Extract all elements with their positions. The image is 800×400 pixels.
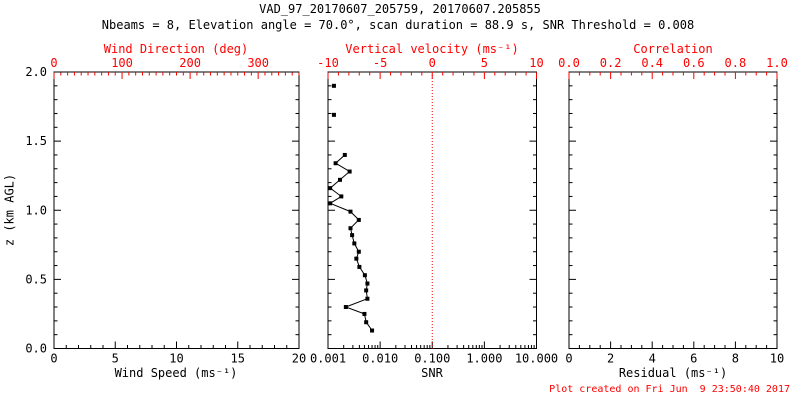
svg-text:15: 15 bbox=[231, 352, 245, 366]
svg-text:1.0: 1.0 bbox=[766, 56, 788, 70]
data-point-marker bbox=[331, 83, 336, 88]
data-point-marker bbox=[370, 328, 375, 333]
svg-text:1.0: 1.0 bbox=[25, 203, 47, 217]
svg-text:10: 10 bbox=[169, 352, 183, 366]
svg-text:0.0: 0.0 bbox=[558, 56, 580, 70]
svg-text:0.4: 0.4 bbox=[641, 56, 663, 70]
bottom-axis-title-snr: SNR bbox=[421, 366, 443, 380]
data-point-marker bbox=[333, 161, 338, 166]
svg-text:-10: -10 bbox=[317, 56, 339, 70]
svg-text:1.000: 1.000 bbox=[466, 352, 502, 366]
data-point-marker bbox=[364, 320, 369, 325]
svg-text:200: 200 bbox=[179, 56, 201, 70]
svg-text:0: 0 bbox=[565, 352, 572, 366]
svg-text:0: 0 bbox=[50, 352, 57, 366]
data-point-marker bbox=[362, 311, 367, 316]
svg-text:10.000: 10.000 bbox=[515, 352, 558, 366]
svg-text:-5: -5 bbox=[373, 56, 387, 70]
creation-timestamp: Plot created on Fri Jun 9 23:50:40 2017 bbox=[549, 384, 790, 395]
data-point-marker bbox=[339, 194, 344, 199]
residual-panel-y-ticks bbox=[569, 71, 777, 349]
snr-panel: 0.001 0.010 0.100 1.000 10.000 -10 -5 0 5 10 bbox=[310, 56, 558, 366]
data-point-marker bbox=[364, 288, 369, 293]
svg-text:1.5: 1.5 bbox=[25, 134, 47, 148]
snr-panel-top-ticks: -10 -5 0 5 10 bbox=[317, 56, 544, 79]
svg-text:0.010: 0.010 bbox=[362, 352, 398, 366]
svg-text:10: 10 bbox=[529, 56, 543, 70]
data-point-marker bbox=[348, 209, 353, 214]
svg-text:2.0: 2.0 bbox=[25, 65, 47, 79]
data-point-marker bbox=[365, 281, 370, 286]
top-axis-title-wind-direction: Wind Direction (deg) bbox=[103, 42, 249, 56]
svg-text:6: 6 bbox=[690, 352, 697, 366]
snr-profile bbox=[328, 152, 375, 333]
data-point-marker bbox=[338, 177, 343, 182]
data-point-marker bbox=[365, 296, 370, 301]
svg-text:0.100: 0.100 bbox=[414, 352, 450, 366]
svg-text:100: 100 bbox=[111, 56, 133, 70]
svg-text:0.001: 0.001 bbox=[310, 352, 346, 366]
plot-title: VAD_97_20170607_205759, 20170607.205855 bbox=[259, 2, 541, 16]
svg-text:0.5: 0.5 bbox=[25, 272, 47, 286]
data-point-marker bbox=[331, 112, 336, 117]
svg-text:0: 0 bbox=[50, 56, 57, 70]
data-point-marker bbox=[347, 169, 352, 174]
svg-text:4: 4 bbox=[649, 352, 656, 366]
y-axis-title: z (km AGL) bbox=[2, 173, 17, 247]
svg-text:0: 0 bbox=[429, 56, 436, 70]
bottom-axis-title-wind-speed: Wind Speed (ms⁻¹) bbox=[114, 366, 238, 380]
data-point-marker bbox=[328, 186, 333, 191]
svg-text:0.2: 0.2 bbox=[600, 56, 622, 70]
snr-panel-y-ticks bbox=[328, 71, 537, 349]
data-point-marker bbox=[362, 273, 367, 278]
svg-text:300: 300 bbox=[247, 56, 269, 70]
data-point-marker bbox=[354, 256, 359, 261]
svg-text:10: 10 bbox=[770, 352, 784, 366]
data-point-marker bbox=[350, 233, 355, 238]
residual-panel-top-ticks: 0.0 0.2 0.4 0.6 0.8 1.0 bbox=[558, 56, 788, 79]
wind-speed-panel-top-ticks: 0 100 200 300 bbox=[50, 56, 300, 79]
data-point-marker bbox=[343, 305, 348, 310]
snr-panel-bottom-ticks: 0.001 0.010 0.100 1.000 10.000 bbox=[310, 341, 558, 366]
svg-text:0.8: 0.8 bbox=[725, 56, 747, 70]
snr-isolated-points bbox=[331, 83, 336, 117]
residual-panel: 0 2 4 6 8 10 0.0 0.2 0.4 0.6 0.8 1.0 bbox=[558, 56, 788, 366]
svg-text:0.0: 0.0 bbox=[25, 342, 47, 356]
svg-text:8: 8 bbox=[732, 352, 739, 366]
svg-text:2: 2 bbox=[607, 352, 614, 366]
data-point-marker bbox=[356, 249, 361, 254]
residual-panel-bottom-ticks: 0 2 4 6 8 10 bbox=[565, 341, 784, 366]
bottom-axis-title-residual: Residual (ms⁻¹) bbox=[618, 366, 728, 380]
top-axis-title-vertical-velocity: Vertical velocity (ms⁻¹) bbox=[345, 42, 519, 56]
data-point-marker bbox=[352, 241, 357, 246]
svg-text:0.6: 0.6 bbox=[683, 56, 705, 70]
wind-speed-panel-bottom-ticks: 0 5 10 15 20 bbox=[50, 341, 306, 366]
svg-text:5: 5 bbox=[112, 352, 119, 366]
data-point-marker bbox=[357, 264, 362, 269]
data-point-marker bbox=[356, 217, 361, 222]
plot-subtitle: Nbeams = 8, Elevation angle = 70.0°, sca… bbox=[101, 18, 695, 32]
data-point-marker bbox=[328, 201, 333, 206]
data-point-marker bbox=[348, 226, 353, 231]
top-axis-title-correlation: Correlation bbox=[633, 42, 713, 56]
svg-text:5: 5 bbox=[481, 56, 488, 70]
data-point-marker bbox=[342, 152, 347, 157]
wind-speed-panel-y-ticks: 0.0 0.5 1.0 1.5 2.0 bbox=[25, 65, 299, 356]
svg-text:20: 20 bbox=[292, 352, 306, 366]
